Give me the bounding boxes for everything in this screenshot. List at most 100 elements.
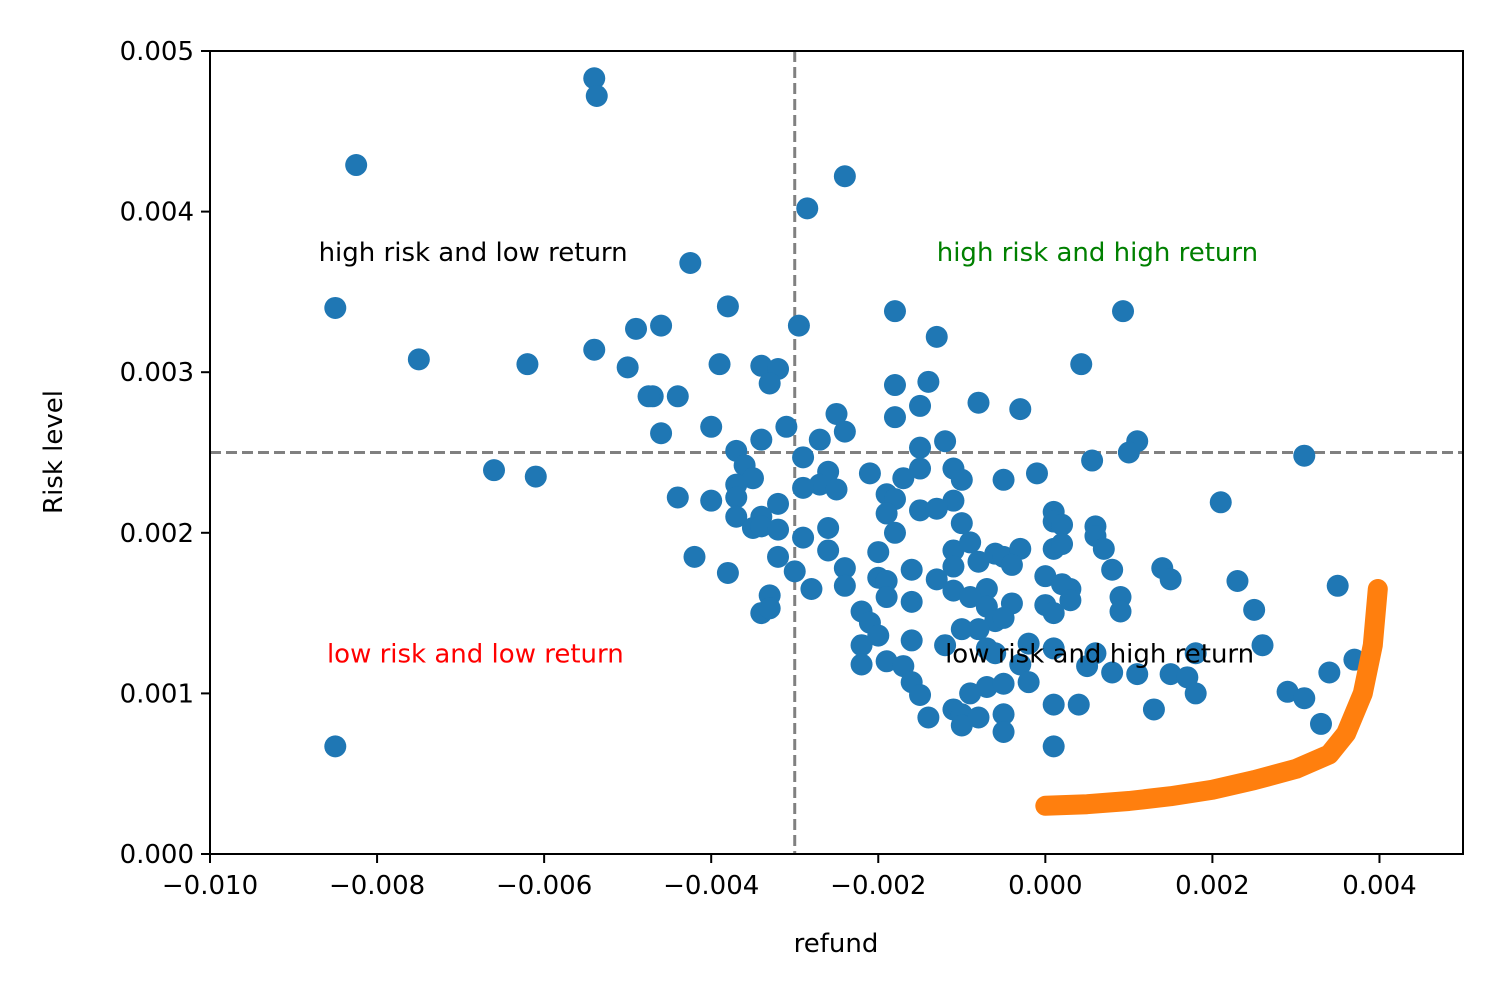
scatter-point [324, 735, 347, 758]
scatter-point [909, 436, 932, 459]
scatter-point [1051, 533, 1074, 556]
scatter-point [725, 505, 748, 528]
scatter-point [850, 634, 873, 657]
y-tick-label: 0.001 [120, 679, 194, 709]
y-tick-label: 0.000 [120, 840, 194, 870]
scatter-point [984, 642, 1007, 665]
scatter-point [833, 574, 856, 597]
scatter-point [666, 486, 689, 509]
scatter-point [825, 478, 848, 501]
scatter-point [850, 653, 873, 676]
scatter-point [1243, 598, 1266, 621]
scatter-point [1067, 693, 1090, 716]
scatter-point [1042, 602, 1065, 625]
scatter-point [959, 531, 982, 554]
scatter-point [950, 512, 973, 535]
scatter-point [725, 486, 748, 509]
x-tick-label: 0.004 [1342, 871, 1416, 901]
axes: −0.010 −0.008 −0.006 −0.004 −0.002 0.000 0.002… [120, 37, 1464, 901]
x-tick-label: −0.002 [830, 871, 926, 901]
scatter-point [775, 415, 798, 438]
x-tick-label: −0.004 [663, 871, 759, 901]
scatter-point [942, 555, 965, 578]
scatter-point [1309, 712, 1332, 735]
scatter-point [833, 557, 856, 580]
scatter-point [909, 457, 932, 480]
scatter-point [750, 428, 773, 451]
scatter-point [925, 568, 948, 591]
scatter-point [1226, 569, 1249, 592]
scatter-point [883, 406, 906, 429]
annotation-label: high risk and low return [319, 238, 628, 268]
scatter-point [883, 374, 906, 397]
scatter-point [1017, 632, 1040, 655]
scatter-point [950, 468, 973, 491]
scatter-point [858, 462, 881, 485]
scatter-point [666, 385, 689, 408]
scatter-point [959, 682, 982, 705]
scatter-point [883, 521, 906, 544]
scatter-point [1159, 568, 1182, 591]
scatter-point [1042, 735, 1065, 758]
scatter-point [1025, 462, 1048, 485]
x-axis-label: refund [794, 929, 879, 959]
scatter-point [975, 578, 998, 601]
scatter-point [959, 586, 982, 609]
scatter-point [758, 597, 781, 620]
scatter-point [833, 420, 856, 443]
scatter-point [767, 518, 790, 541]
y-axis-label: Risk level [39, 390, 69, 514]
scatter-point [792, 476, 815, 499]
scatter-point [1326, 574, 1349, 597]
scatter-point [867, 624, 890, 647]
scatter-point [992, 468, 1015, 491]
scatter-point [925, 325, 948, 348]
scatter-point [1009, 653, 1032, 676]
scatter-point [750, 515, 773, 538]
scatter-point [783, 560, 806, 583]
y-tick-label: 0.003 [120, 358, 194, 388]
scatter-point [700, 489, 723, 512]
scatter-point [967, 706, 990, 729]
scatter-point [1109, 600, 1132, 623]
scatter-point [942, 579, 965, 602]
scatter-point [808, 473, 831, 496]
scatter-point [1034, 565, 1057, 588]
scatter-point [679, 251, 702, 274]
scatter-point [909, 394, 932, 417]
scatter-point [833, 165, 856, 188]
scatter-point [1159, 663, 1182, 686]
scatter-point [483, 459, 506, 482]
scatter-point [975, 675, 998, 698]
scatter-point [883, 300, 906, 323]
scatter-point [683, 545, 706, 568]
scatter-point [900, 629, 923, 652]
plot-area: high risk and low return high risk and hi… [210, 51, 1463, 854]
scatter-point [917, 706, 940, 729]
scatter-point [875, 502, 898, 525]
plot-frame [209, 50, 1464, 855]
scatter-point [1184, 682, 1207, 705]
scatter-point [817, 516, 840, 539]
scatter-point [967, 550, 990, 573]
scatter-point [934, 634, 957, 657]
scatter-point [407, 348, 430, 371]
scatter-point [1112, 300, 1135, 323]
x-tick-label: −0.006 [496, 871, 592, 901]
scatter-point [741, 467, 764, 490]
scatter-point [1051, 513, 1074, 536]
scatter-point [792, 526, 815, 549]
scatter-point [992, 606, 1015, 629]
scatter-point [808, 428, 831, 451]
scatter-point [867, 541, 890, 564]
scatter-point [625, 317, 648, 340]
scatter-point [345, 154, 368, 177]
scatter-point [524, 465, 547, 488]
frontier-line [1035, 579, 1388, 816]
scatter-point [1017, 671, 1040, 694]
scatter-point [1000, 553, 1023, 576]
scatter-point [909, 499, 932, 522]
scatter-point [942, 489, 965, 512]
